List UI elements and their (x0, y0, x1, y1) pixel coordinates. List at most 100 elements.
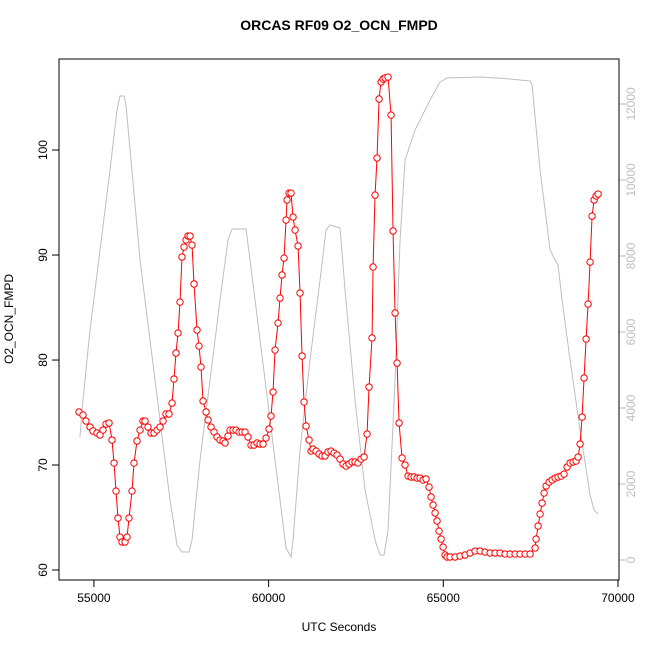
data-point (114, 514, 122, 522)
data-point (387, 111, 395, 119)
data-point (144, 423, 152, 431)
data-point (123, 533, 131, 541)
data-point (170, 375, 178, 383)
data-point (369, 263, 377, 271)
data-point (368, 334, 376, 342)
data-point (99, 426, 107, 434)
x-tick-label: 70000 (601, 591, 635, 605)
plot-frame (58, 58, 620, 581)
data-point (373, 154, 381, 162)
y2-tick-label: 8000 (624, 242, 638, 269)
data-point (180, 243, 188, 251)
data-point (186, 232, 194, 240)
x-tick-label: 55000 (77, 591, 111, 605)
y2-tick-label: 10000 (624, 163, 638, 197)
y2-tick-label: 12000 (624, 87, 638, 121)
data-point (437, 535, 445, 543)
data-point (531, 544, 539, 552)
data-point (401, 461, 409, 469)
data-point (130, 459, 138, 467)
data-point (395, 419, 403, 427)
data-point (112, 487, 120, 495)
data-point (82, 417, 90, 425)
x-tick-label: 65000 (427, 591, 461, 605)
data-point (274, 319, 282, 327)
data-point (538, 499, 546, 507)
data-point (384, 73, 392, 81)
data-point (159, 417, 167, 425)
data-point (269, 388, 277, 396)
data-point (427, 493, 435, 501)
data-point (267, 412, 275, 420)
data-point (110, 459, 118, 467)
data-point (105, 419, 113, 427)
data-point (425, 483, 433, 491)
data-point (360, 453, 368, 461)
data-point (586, 258, 594, 266)
data-point (433, 517, 441, 525)
data-point (199, 397, 207, 405)
data-point (363, 430, 371, 438)
data-point (365, 383, 373, 391)
data-point (429, 501, 437, 509)
data-point (221, 439, 229, 447)
data-point (133, 437, 141, 445)
data-point (294, 242, 302, 250)
data-point (156, 423, 164, 431)
data-point (195, 342, 203, 350)
y-tick-label: 60 (36, 563, 50, 577)
data-point (190, 280, 198, 288)
data-point (576, 440, 584, 448)
data-point (172, 349, 180, 357)
data-point (271, 346, 279, 354)
data-point (265, 425, 273, 433)
data-point (244, 433, 252, 441)
data-point (371, 191, 379, 199)
data-point (526, 550, 534, 558)
data-point (439, 543, 447, 551)
data-point (289, 213, 297, 221)
data-point (580, 374, 588, 382)
data-point (435, 527, 443, 535)
data-point (302, 422, 310, 430)
data-point (532, 535, 540, 543)
data-point (178, 253, 186, 261)
data-point (165, 410, 173, 418)
data-point (168, 399, 176, 407)
data-point (296, 289, 304, 297)
data-point (431, 509, 439, 517)
y-axis-label: O2_OCN_FMPD (2, 274, 16, 364)
data-point (398, 454, 406, 462)
data-point (176, 298, 184, 306)
data-point (305, 436, 313, 444)
data-point (422, 475, 430, 483)
x-axis-label: UTC Seconds (302, 620, 377, 634)
data-point (125, 514, 133, 522)
data-point (278, 271, 286, 279)
data-point (534, 522, 542, 530)
data-point (540, 489, 548, 497)
data-point (588, 212, 596, 220)
data-line (79, 76, 599, 559)
y-tick-label: 100 (36, 140, 50, 160)
data-point (193, 326, 201, 334)
data-point (197, 363, 205, 371)
data-point (298, 352, 306, 360)
data-point (283, 196, 291, 204)
y2-tick-label: 2000 (624, 470, 638, 497)
data-point (287, 189, 295, 197)
data-point (574, 453, 582, 461)
data-point (282, 216, 290, 224)
data-point (128, 487, 136, 495)
data-point (202, 408, 210, 416)
data-point (375, 95, 383, 103)
data-point (560, 470, 568, 478)
data-point (594, 190, 602, 198)
data-point (300, 398, 308, 406)
y-tick-label: 90 (36, 248, 50, 262)
data-point (108, 436, 116, 444)
data-point (224, 432, 232, 440)
data-point (536, 510, 544, 518)
